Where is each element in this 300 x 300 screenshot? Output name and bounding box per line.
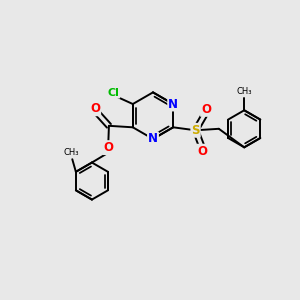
- Text: O: O: [90, 102, 100, 115]
- Text: N: N: [148, 133, 158, 146]
- Text: N: N: [168, 98, 178, 110]
- Text: O: O: [201, 103, 211, 116]
- Text: Cl: Cl: [107, 88, 119, 98]
- Text: CH₃: CH₃: [64, 148, 80, 157]
- Text: CH₃: CH₃: [236, 87, 252, 96]
- Text: O: O: [103, 141, 113, 154]
- Text: O: O: [197, 145, 207, 158]
- Text: S: S: [191, 124, 200, 137]
